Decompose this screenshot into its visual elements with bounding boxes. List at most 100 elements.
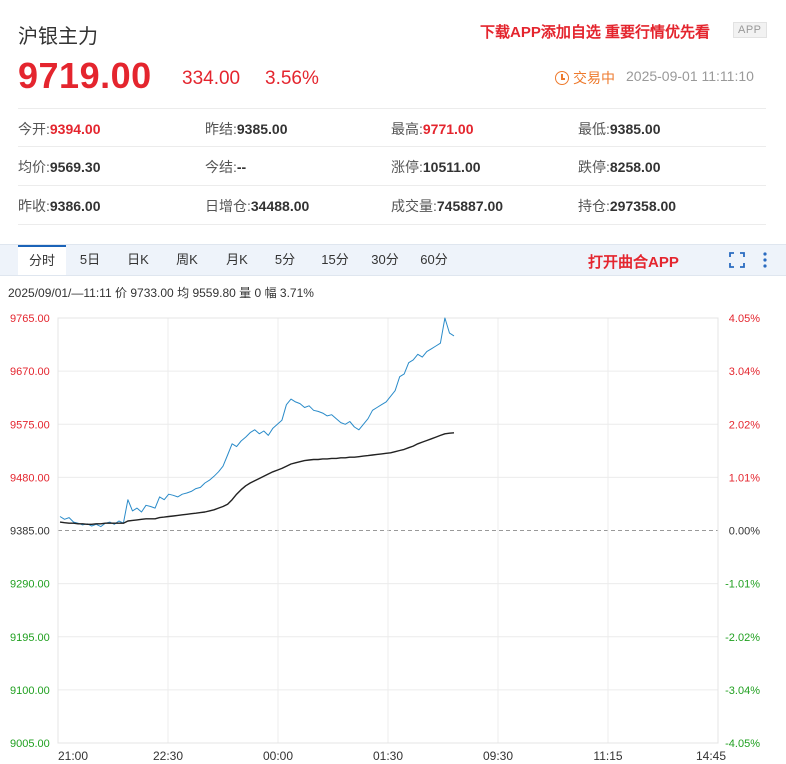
price-change: 334.00 xyxy=(182,68,241,89)
chart-frame xyxy=(57,317,719,744)
info-price: 9733.00 xyxy=(130,286,174,300)
stat-value: 9771.00 xyxy=(422,121,474,137)
stats-row: 均价:9569.30 今结:-- 涨停:10511.00 跌停:8258.00 xyxy=(18,147,766,186)
tab-period[interactable]: 5日 xyxy=(79,252,101,267)
stat-label: 日增仓: xyxy=(205,198,251,214)
page-title: 沪银主力 xyxy=(18,26,98,48)
stats-table: 今开:9394.00 昨结:9385.00 最高:9771.00 最低:9385.00… xyxy=(18,108,766,225)
y-tick-label: 9290.00 xyxy=(10,579,50,591)
x-tick-label: 01:30 xyxy=(373,749,403,763)
price-line xyxy=(59,317,455,528)
tab-period[interactable]: 15分 xyxy=(321,252,349,267)
stat-value: 9394.00 xyxy=(49,121,101,137)
stat-label: 均价: xyxy=(18,159,50,175)
stat-label: 持仓: xyxy=(578,198,610,214)
y-tick-label: 9195.00 xyxy=(10,632,50,644)
stat-label: 最低: xyxy=(578,121,610,137)
pct-tick-label: -4.05% xyxy=(725,738,760,750)
x-tick-label: 14:45 xyxy=(696,749,726,763)
stat-item: 今开:9394.00 xyxy=(18,119,101,139)
tab-period[interactable]: 月K xyxy=(226,252,248,267)
x-tick-label: 11:15 xyxy=(593,749,622,763)
stat-label: 跌停: xyxy=(578,159,610,175)
chart-period-tabs: 打开曲合APP 分时 5日 日K 周K 月K 5分 15分 30分 60分 xyxy=(0,244,786,276)
stat-label: 昨结: xyxy=(205,121,237,137)
y-tick-label: 9480.00 xyxy=(10,472,50,484)
y-tick-label: 9575.00 xyxy=(10,419,50,431)
pct-tick-label: 3.04% xyxy=(729,366,760,378)
stat-item: 日增仓:34488.00 xyxy=(205,196,309,216)
tab-period[interactable]: 60分 xyxy=(420,252,448,267)
info-time: 2025/09/01/—11:11 xyxy=(8,286,112,300)
stat-value: 10511.00 xyxy=(422,159,481,175)
y-tick-label: 9100.00 xyxy=(10,685,50,697)
intraday-chart[interactable]: 9765.00 9670.00 9575.00 9480.00 9385.00 9290.… xyxy=(0,300,786,764)
info-change: 3.71% xyxy=(279,286,314,300)
pct-tick-label: 4.05% xyxy=(729,313,760,325)
stat-value: 9386.00 xyxy=(49,198,101,214)
x-tick-label: 22:30 xyxy=(153,749,183,763)
stat-item: 均价:9569.30 xyxy=(18,157,101,177)
stat-value: 9385.00 xyxy=(609,121,661,137)
average-price-line xyxy=(59,432,455,526)
pct-tick-label: 1.01% xyxy=(729,472,760,484)
tab-period[interactable]: 5分 xyxy=(274,252,296,267)
tab-period[interactable]: 周K xyxy=(176,252,198,267)
y-tick-label: 9765.00 xyxy=(10,313,50,325)
crosshair-info-bar: 2025/09/01/—11:11 价 9733.00 均 9559.80 量 … xyxy=(8,284,314,301)
info-change-label: 幅 xyxy=(264,286,277,300)
y-tick-label: 9005.00 xyxy=(10,738,50,750)
quote-header: 沪银主力 下载APP添加自选 重要行情优先看 APP 9719.00 334.0… xyxy=(0,0,786,240)
y-tick-label: 9385.00 xyxy=(10,526,50,538)
stat-value: 297358.00 xyxy=(609,198,677,214)
stat-item: 持仓:297358.00 xyxy=(578,196,676,216)
stat-label: 最高: xyxy=(391,121,423,137)
stat-item: 昨收:9386.00 xyxy=(18,196,101,216)
download-app-promo-link[interactable]: 下载APP添加自选 重要行情优先看 xyxy=(480,24,711,41)
stat-label: 今开: xyxy=(18,121,50,137)
stat-value: 8258.00 xyxy=(609,159,661,175)
stat-item: 成交量:745887.00 xyxy=(391,196,503,216)
info-volume: 0 xyxy=(254,286,262,300)
stats-row: 今开:9394.00 昨结:9385.00 最高:9771.00 最低:9385.00 xyxy=(18,108,766,147)
app-badge[interactable]: APP xyxy=(733,22,767,38)
pct-tick-label: -2.02% xyxy=(725,632,760,644)
stat-label: 今结: xyxy=(205,159,237,175)
stat-item: 涨停:10511.00 xyxy=(391,157,481,177)
stat-label: 涨停: xyxy=(391,159,423,175)
stat-value: 9569.30 xyxy=(49,159,101,175)
stat-item: 最低:9385.00 xyxy=(578,119,661,139)
more-vertical-icon[interactable] xyxy=(763,251,767,269)
stat-value: 34488.00 xyxy=(250,198,310,214)
stat-item: 跌停:8258.00 xyxy=(578,157,661,177)
tab-period[interactable]: 分时 xyxy=(18,245,66,275)
info-price-label: 价 xyxy=(114,286,127,300)
stat-value: -- xyxy=(236,159,247,175)
tab-period[interactable]: 30分 xyxy=(371,252,399,267)
y-tick-label: 9670.00 xyxy=(10,366,50,378)
clock-icon xyxy=(555,71,569,85)
stats-row: 昨收:9386.00 日增仓:34488.00 成交量:745887.00 持仓:29… xyxy=(18,186,766,225)
stat-label: 昨收: xyxy=(18,198,50,214)
trading-status: 交易中 xyxy=(555,68,615,88)
stat-item: 今结:-- xyxy=(205,157,246,177)
price-change-percent: 3.56% xyxy=(265,68,319,89)
pct-tick-label: 0.00% xyxy=(729,526,760,538)
stat-value: 745887.00 xyxy=(436,198,504,214)
trading-status-label: 交易中 xyxy=(573,70,615,86)
x-tick-label: 00:00 xyxy=(263,749,293,763)
stat-value: 9385.00 xyxy=(236,121,288,137)
info-volume-label: 量 xyxy=(239,286,252,300)
stat-item: 昨结:9385.00 xyxy=(205,119,288,139)
pct-tick-label: -1.01% xyxy=(725,579,760,591)
fullscreen-icon[interactable] xyxy=(729,252,745,268)
stat-label: 成交量: xyxy=(391,198,437,214)
x-tick-label: 09:30 xyxy=(483,749,513,763)
x-tick-label: 21:00 xyxy=(58,749,88,763)
last-price: 9719.00 xyxy=(18,55,152,96)
stat-item: 最高:9771.00 xyxy=(391,119,474,139)
info-avg: 9559.80 xyxy=(192,286,236,300)
info-avg-label: 均 xyxy=(177,286,190,300)
tab-period[interactable]: 日K xyxy=(127,252,149,267)
open-app-link[interactable]: 打开曲合APP xyxy=(588,254,679,271)
